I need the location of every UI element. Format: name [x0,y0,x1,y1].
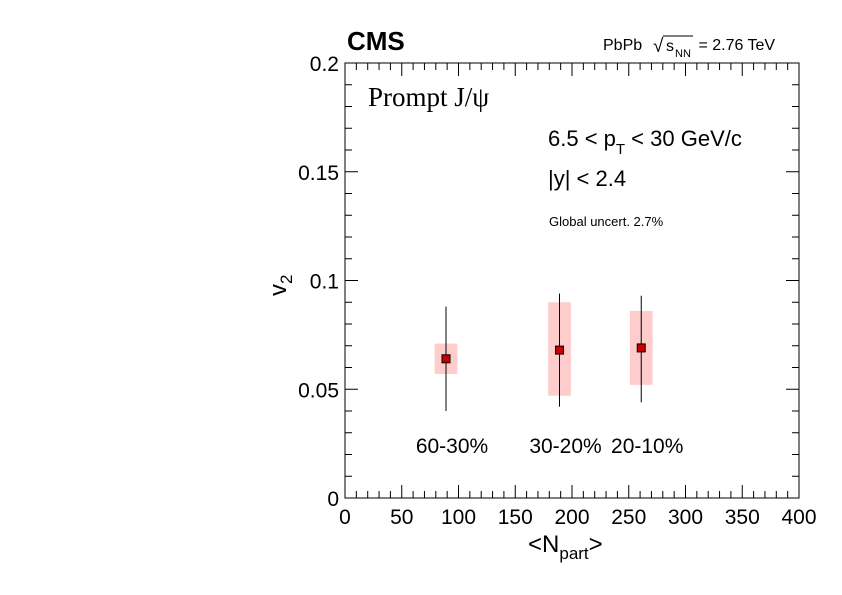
x-axis-title-close: > [589,531,603,558]
sqrt-symbol: √ [653,36,664,57]
pt-cut-suffix: < 30 GeV/c [625,126,742,151]
tick-labels: 0 50 100 150 200 250 300 350 400 0 0.05 0.1 0.15 0.2 [298,53,816,529]
system-s: s [666,38,674,55]
global-uncertainty-label: Global uncert. 2.7% [549,214,664,229]
x-axis-title-sub: part [559,544,589,563]
x-tick-label: 50 [390,506,413,529]
systematic-boxes [434,302,653,396]
rapidity-cut-label: |y| < 2.4 [548,166,626,191]
pt-cut-prefix: 6.5 < p [548,126,616,151]
y-tick-label: 0.15 [298,162,339,185]
system-prefix: PbPb [603,37,642,54]
data-point-marker [636,343,646,353]
pt-cut-label: 6.5 < pT < 30 GeV/c [548,126,742,158]
x-tick-label: 150 [498,506,533,529]
y-tick-label: 0.05 [298,379,339,402]
x-tick-label: 0 [339,506,351,529]
x-tick-label: 300 [668,506,703,529]
centrality-label: 20-10% [611,435,683,458]
y-tick-label: 0 [327,488,339,511]
y-axis-title: v2 [265,275,296,296]
x-tick-label: 250 [611,506,646,529]
y-tick-label: 0.1 [310,271,339,294]
y-tick-label: 0.2 [310,53,339,76]
y-axis-title-main: v [265,284,292,296]
x-tick-label: 350 [725,506,760,529]
centrality-label: 60-30% [416,435,488,458]
ticks-layer [344,62,800,499]
data-point-marker [441,354,451,364]
stat-error-bars [445,293,642,411]
x-axis-title-main: <N [528,531,559,558]
x-axis-title: <Npart> [528,531,603,563]
system-energy: = 2.76 TeV [694,37,775,54]
data-point-marker [555,345,565,355]
x-tick-label: 200 [554,506,589,529]
y-axis-title-sub: 2 [277,275,296,284]
collision-system-label: PbPb [603,37,642,54]
system-nn: NN [675,48,691,60]
centrality-label: 30-20% [529,435,601,458]
panel-label: Prompt J/ψ [368,82,489,112]
x-tick-label: 400 [781,506,816,529]
centrality-labels: 60-30% 30-20% 20-10% [416,435,684,458]
data-markers [441,343,646,364]
pt-cut-sub: T [616,141,625,158]
x-tick-label: 100 [441,506,476,529]
experiment-label: CMS [347,26,405,56]
